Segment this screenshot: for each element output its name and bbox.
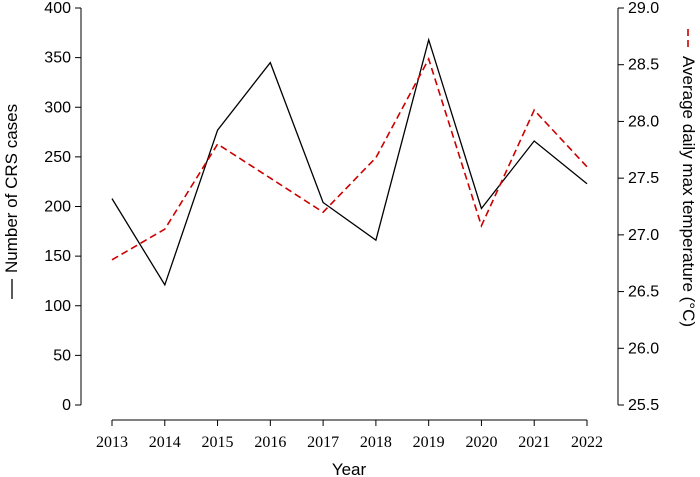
x-tick-label: 2017 — [307, 434, 339, 451]
x-tick-label: 2016 — [254, 434, 286, 451]
left-axis-title-group: Number of CRS cases — [2, 104, 21, 299]
cases-series-line — [111, 37, 588, 287]
right-tick-label: 28.0 — [628, 113, 659, 130]
left-axis-title: Number of CRS cases — [2, 104, 21, 273]
x-axis: 2013 2014 2015 2016 2017 2018 2019 2020 2021 2022 — [96, 419, 603, 451]
left-tick-label: 250 — [44, 149, 71, 166]
left-tick-label: 200 — [44, 199, 71, 216]
right-tick-label: 26.0 — [628, 340, 659, 357]
right-axis-title: Average daily max temperature (°C) — [679, 56, 698, 327]
left-tick-label: 150 — [44, 248, 71, 265]
series-layer — [111, 37, 588, 287]
x-axis-title: Year — [332, 460, 367, 477]
x-tick-label: 2021 — [518, 434, 550, 451]
x-tick-label: 2022 — [571, 434, 603, 451]
right-tick-label: 27.0 — [628, 227, 659, 244]
x-tick-label: 2013 — [96, 434, 128, 451]
x-tick-label: 2020 — [465, 434, 497, 451]
right-tick-label: 27.5 — [628, 170, 659, 187]
left-tick-label: 400 — [44, 0, 71, 17]
x-tick-label: 2014 — [149, 434, 181, 451]
temperature-series-line — [111, 56, 588, 261]
right-tick-label: 28.5 — [628, 57, 659, 74]
left-tick-label: 300 — [44, 99, 71, 116]
left-tick-label: 100 — [44, 298, 71, 315]
left-tick-label: 50 — [53, 347, 71, 364]
left-tick-label: 350 — [44, 50, 71, 67]
x-tick-label: 2019 — [413, 434, 445, 451]
right-tick-label: 29.0 — [628, 0, 659, 17]
x-tick-label: 2018 — [360, 434, 392, 451]
left-tick-label: 0 — [62, 397, 71, 414]
right-tick-label: 26.5 — [628, 284, 659, 301]
x-tick-label: 2015 — [202, 434, 234, 451]
right-y-axis: 25.5 26.0 26.5 27.0 27.5 28.0 28.5 29.0 — [617, 0, 659, 414]
left-y-axis: 0 50 100 150 200 250 300 350 400 — [44, 0, 82, 414]
right-tick-label: 25.5 — [628, 397, 659, 414]
right-axis-title-group: Average daily max temperature (°C) — [679, 29, 698, 327]
